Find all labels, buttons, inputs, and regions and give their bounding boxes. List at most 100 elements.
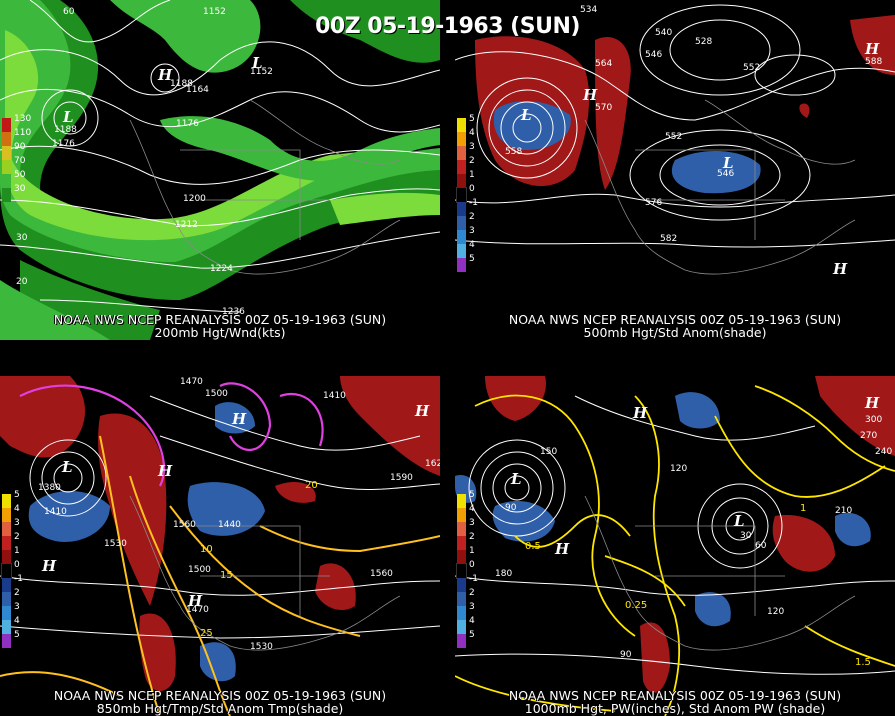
contour-label: 60 bbox=[755, 541, 767, 551]
legend-label: 4 bbox=[469, 504, 475, 514]
legend-swatch: 5 bbox=[2, 630, 20, 648]
legend-swatch: 4 bbox=[2, 616, 20, 634]
contour-label: 20 bbox=[16, 277, 28, 287]
panel-caption-field: 850mb Hgt/Tmp/Std Anom Tmp(shade) bbox=[96, 701, 344, 716]
temperature-labels-850mb: 10 15 20 25 bbox=[200, 480, 318, 639]
pw-label: 0.25 bbox=[625, 600, 647, 611]
legend-label: 30 bbox=[14, 184, 26, 194]
high-center-marker: H bbox=[864, 394, 880, 412]
contour-labels-500mb: 534 540 546 552 558 564 570 576 582 528 … bbox=[505, 5, 882, 244]
legend-label: 1 bbox=[14, 546, 20, 556]
map-1000mb: 150 120 90 60 30 180 210 240 270 300 120… bbox=[455, 376, 895, 716]
contour-label: 1500 bbox=[205, 389, 228, 399]
pw-label: 1.5 bbox=[855, 657, 871, 668]
contour-label: 60 bbox=[63, 7, 75, 17]
legend-swatch: 2 bbox=[2, 588, 20, 606]
map-850mb: 1380 1470 1500 1410 1560 1440 1530 1500 … bbox=[0, 376, 440, 716]
high-center-marker: H bbox=[187, 592, 203, 610]
legend-swatch: 90 bbox=[2, 142, 25, 160]
legend-label: 70 bbox=[14, 156, 26, 166]
contour-label: 1440 bbox=[218, 520, 241, 530]
legend-label: 5 bbox=[469, 490, 475, 500]
wind-speed-legend: 130 110 90 70 50 30 bbox=[2, 114, 36, 202]
legend-label: 4 bbox=[469, 616, 475, 626]
legend-swatch: 5 bbox=[457, 630, 475, 648]
contour-label: 1188 bbox=[170, 79, 193, 89]
legend-label: 5 bbox=[14, 630, 20, 640]
map-200mb: 1152 1188 1164 1176 1200 1212 1224 1236 … bbox=[0, 0, 440, 340]
wind-band-core bbox=[3, 30, 380, 241]
contour-label: 1176 bbox=[52, 139, 75, 149]
contour-label: 150 bbox=[540, 447, 557, 457]
panel-caption-field: 200mb Hgt/Wnd(kts) bbox=[154, 325, 286, 340]
contour-label: 1500 bbox=[188, 565, 211, 575]
contour-label: 1470 bbox=[186, 605, 209, 615]
temp-label: 20 bbox=[305, 480, 318, 491]
wind-band-mid bbox=[0, 0, 440, 262]
contour-label: 1410 bbox=[323, 391, 346, 401]
legend-swatch: 0 bbox=[1, 560, 20, 579]
legend-label: 3 bbox=[14, 518, 20, 528]
panel-caption-source: NOAA NWS NCEP REANALYSIS 00Z 05-19-1963 … bbox=[53, 312, 387, 327]
contour-label: 1224 bbox=[210, 264, 233, 274]
legend-swatch: 4 bbox=[457, 504, 475, 522]
legend-swatch: -1 bbox=[2, 574, 23, 592]
contour-label: 1380 bbox=[38, 483, 61, 493]
low-center-marker: L bbox=[520, 106, 532, 124]
contour-label: 558 bbox=[505, 147, 522, 157]
low-center-marker: L bbox=[510, 470, 522, 488]
high-center-marker: H bbox=[41, 557, 57, 575]
legend-swatch: 2 bbox=[457, 156, 475, 174]
contour-label: 582 bbox=[660, 234, 677, 244]
high-center-marker: H bbox=[231, 410, 247, 428]
panel-1000mb-height-pw: 150 120 90 60 30 180 210 240 270 300 120… bbox=[455, 376, 895, 716]
panel-caption-field: 1000mb Hgt, PW(inches), Std Anom PW (sha… bbox=[524, 701, 826, 716]
legend-swatch: 5 bbox=[2, 490, 20, 508]
legend-label: -1 bbox=[14, 574, 23, 584]
panel-caption-source: NOAA NWS NCEP REANALYSIS 00Z 05-19-1963 … bbox=[508, 312, 842, 327]
contour-label: 1620 bbox=[425, 459, 440, 469]
high-center-marker: H bbox=[832, 260, 848, 278]
contour-label: 1200 bbox=[183, 194, 206, 204]
contour-label: 588 bbox=[865, 57, 882, 67]
legend-label: 2 bbox=[469, 588, 475, 598]
contour-labels-200mb: 1152 1188 1164 1176 1200 1212 1224 1236 … bbox=[16, 7, 273, 317]
contour-label: 210 bbox=[835, 506, 852, 516]
legend-swatch: 4 bbox=[457, 240, 475, 258]
legend-swatch: -1 bbox=[457, 198, 478, 216]
temp-anomaly-legend: 5 4 3 2 1 0 -1 2 3 4 5 bbox=[1, 490, 36, 648]
legend-label: 2 bbox=[469, 212, 475, 222]
legend-label: -1 bbox=[469, 198, 478, 208]
low-center-marker: L bbox=[62, 108, 74, 126]
legend-swatch: 50 bbox=[2, 170, 25, 188]
high-center-marker: H bbox=[157, 66, 173, 84]
legend-swatch: 3 bbox=[457, 226, 475, 244]
legend-swatch: 4 bbox=[457, 128, 475, 146]
legend-swatch: 3 bbox=[2, 602, 20, 620]
pw-label: 0.5 bbox=[525, 541, 541, 552]
contour-label: 1152 bbox=[203, 7, 226, 17]
legend-label: 3 bbox=[469, 226, 475, 236]
contour-label: 240 bbox=[875, 447, 892, 457]
legend-swatch: 1 bbox=[2, 546, 20, 564]
wind-band-outer bbox=[0, 0, 440, 300]
pw-anomaly-legend: 5 4 3 2 1 0 -1 2 3 4 5 bbox=[456, 490, 491, 648]
high-center-marker: H bbox=[554, 540, 570, 558]
legend-label: 1 bbox=[469, 170, 475, 180]
legend-label: 5 bbox=[469, 114, 475, 124]
contour-label: 528 bbox=[695, 37, 712, 47]
contour-labels-850mb: 1380 1470 1500 1410 1560 1440 1530 1500 … bbox=[38, 376, 440, 652]
legend-swatch: 1 bbox=[457, 170, 475, 188]
legend-swatch: 1 bbox=[457, 546, 475, 564]
contour-label: 30 bbox=[16, 233, 28, 243]
legend-swatch: 4 bbox=[2, 504, 20, 522]
contour-label: 180 bbox=[495, 569, 512, 579]
contour-label: 1560 bbox=[370, 569, 393, 579]
map-500mb: 534 540 546 552 558 564 570 576 582 528 … bbox=[455, 0, 895, 340]
low-center-marker: L bbox=[251, 54, 263, 72]
legend-label: 2 bbox=[469, 532, 475, 542]
contour-label: 120 bbox=[767, 607, 784, 617]
legend-label: 130 bbox=[14, 114, 32, 124]
contour-label: 552 bbox=[743, 63, 760, 73]
legend-label: 3 bbox=[469, 518, 475, 528]
